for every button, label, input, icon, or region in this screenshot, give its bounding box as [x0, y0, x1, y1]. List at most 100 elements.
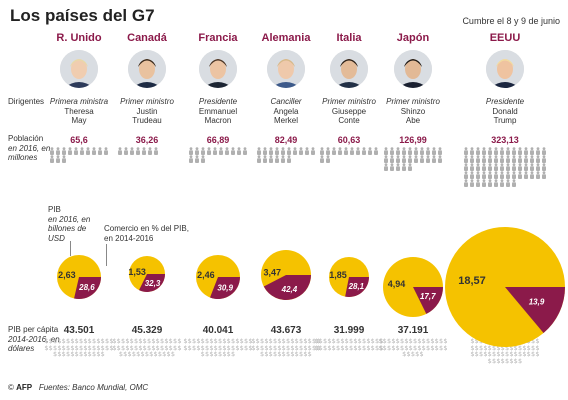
person-icon — [476, 155, 480, 163]
person-icon — [470, 155, 474, 163]
person-icon — [464, 155, 468, 163]
leader-name-line: Trump — [493, 116, 517, 125]
person-icon — [432, 155, 436, 163]
leader-name-line: Abe — [405, 116, 421, 125]
person-icon — [512, 155, 516, 163]
population-pictogram — [463, 147, 547, 187]
person-icon — [80, 147, 84, 155]
person-icon — [74, 147, 78, 155]
person-icon — [500, 155, 504, 163]
person-icon — [530, 155, 534, 163]
portrait-donald-trump — [486, 50, 524, 88]
person-icon — [201, 155, 205, 163]
leader-role: Primer ministro — [322, 97, 376, 106]
person-icon — [494, 163, 498, 171]
gdp-per-capita-value: 43.673 — [270, 325, 302, 336]
person-icon — [350, 147, 354, 155]
person-icon — [384, 147, 388, 155]
person-icon — [530, 163, 534, 171]
trade-wedge — [263, 275, 311, 300]
person-icon — [524, 163, 528, 171]
leader-info: Presidente Emmanuel Macron — [178, 97, 258, 126]
person-icon — [512, 179, 516, 187]
portrait-emmanuel-macron — [199, 50, 237, 88]
person-icon — [438, 155, 442, 163]
trade-wedge — [413, 287, 443, 314]
country-name: Italia — [336, 32, 362, 44]
dollar-pictogram: $$$$$$$$$$$$$$$$$$$$$$$$$$$$$$$$$$$$$$$$ — [183, 337, 253, 358]
footer: © AFP Fuentes: Banco Mundial, OMC — [8, 383, 148, 392]
person-icon — [326, 155, 330, 163]
person-icon — [518, 155, 522, 163]
person-icon — [263, 155, 267, 163]
country-name: EEUU — [489, 32, 521, 44]
person-icon — [470, 147, 474, 155]
person-icon — [263, 147, 267, 155]
person-icon — [231, 147, 235, 155]
person-icon — [506, 163, 510, 171]
person-icon — [124, 147, 128, 155]
person-icon — [118, 147, 122, 155]
person-icon — [396, 155, 400, 163]
population-value: 66,89 — [206, 135, 230, 145]
gdp-pie: 18,57 13,9 — [445, 227, 565, 347]
person-icon — [320, 147, 324, 155]
person-icon — [384, 155, 388, 163]
person-icon — [438, 147, 442, 155]
person-icon — [189, 155, 193, 163]
person-icon — [464, 147, 468, 155]
population-value: 36,26 — [135, 135, 159, 145]
person-icon — [287, 155, 291, 163]
person-icon — [269, 147, 273, 155]
population-value: 65,6 — [70, 135, 88, 145]
population-value: 60,63 — [337, 135, 361, 145]
person-icon — [500, 179, 504, 187]
person-icon — [494, 171, 498, 179]
leader-role: Canciller — [270, 97, 302, 106]
person-icon — [390, 163, 394, 171]
person-icon — [92, 147, 96, 155]
person-icon — [476, 163, 480, 171]
leader-info: Presidente Donald Trump — [465, 97, 545, 126]
leader-name-line: Macron — [204, 116, 232, 125]
person-icon — [542, 163, 546, 171]
person-icon — [500, 171, 504, 179]
leader-name-line: Justin — [136, 106, 158, 116]
trade-wedge — [505, 287, 565, 333]
person-icon — [338, 147, 342, 155]
person-icon — [130, 147, 134, 155]
person-icon — [488, 147, 492, 155]
person-icon — [542, 171, 546, 179]
trade-callout-line — [106, 244, 107, 266]
person-icon — [420, 155, 424, 163]
gdp-pie: 4,94 17,7 — [383, 257, 443, 317]
person-icon — [257, 155, 261, 163]
person-icon — [374, 147, 378, 155]
gdp-per-capita-value: 31.999 — [333, 325, 365, 336]
gdp-label: 2,63 — [58, 270, 76, 280]
person-icon — [414, 147, 418, 155]
person-icon — [281, 155, 285, 163]
population-pictogram — [117, 147, 177, 155]
person-icon — [524, 171, 528, 179]
person-icon — [476, 171, 480, 179]
leader-name-line: Trudeau — [132, 116, 162, 125]
person-icon — [195, 147, 199, 155]
person-icon — [225, 147, 229, 155]
person-icon — [384, 163, 388, 171]
person-icon — [482, 163, 486, 171]
trade-label: 17,7 — [420, 292, 436, 301]
person-icon — [500, 147, 504, 155]
person-icon — [470, 171, 474, 179]
leader-name-line: Merkel — [273, 116, 298, 125]
person-icon — [530, 147, 534, 155]
person-icon — [368, 147, 372, 155]
gdp-label: 1,53 — [128, 267, 146, 277]
leader-role: Primera ministra — [49, 97, 109, 106]
population-value: 126,99 — [399, 135, 427, 145]
population-pictogram — [188, 147, 248, 163]
trade-wedge — [139, 274, 165, 292]
gdp-label: 1,85 — [329, 270, 347, 280]
population-value: 82,49 — [274, 135, 298, 145]
